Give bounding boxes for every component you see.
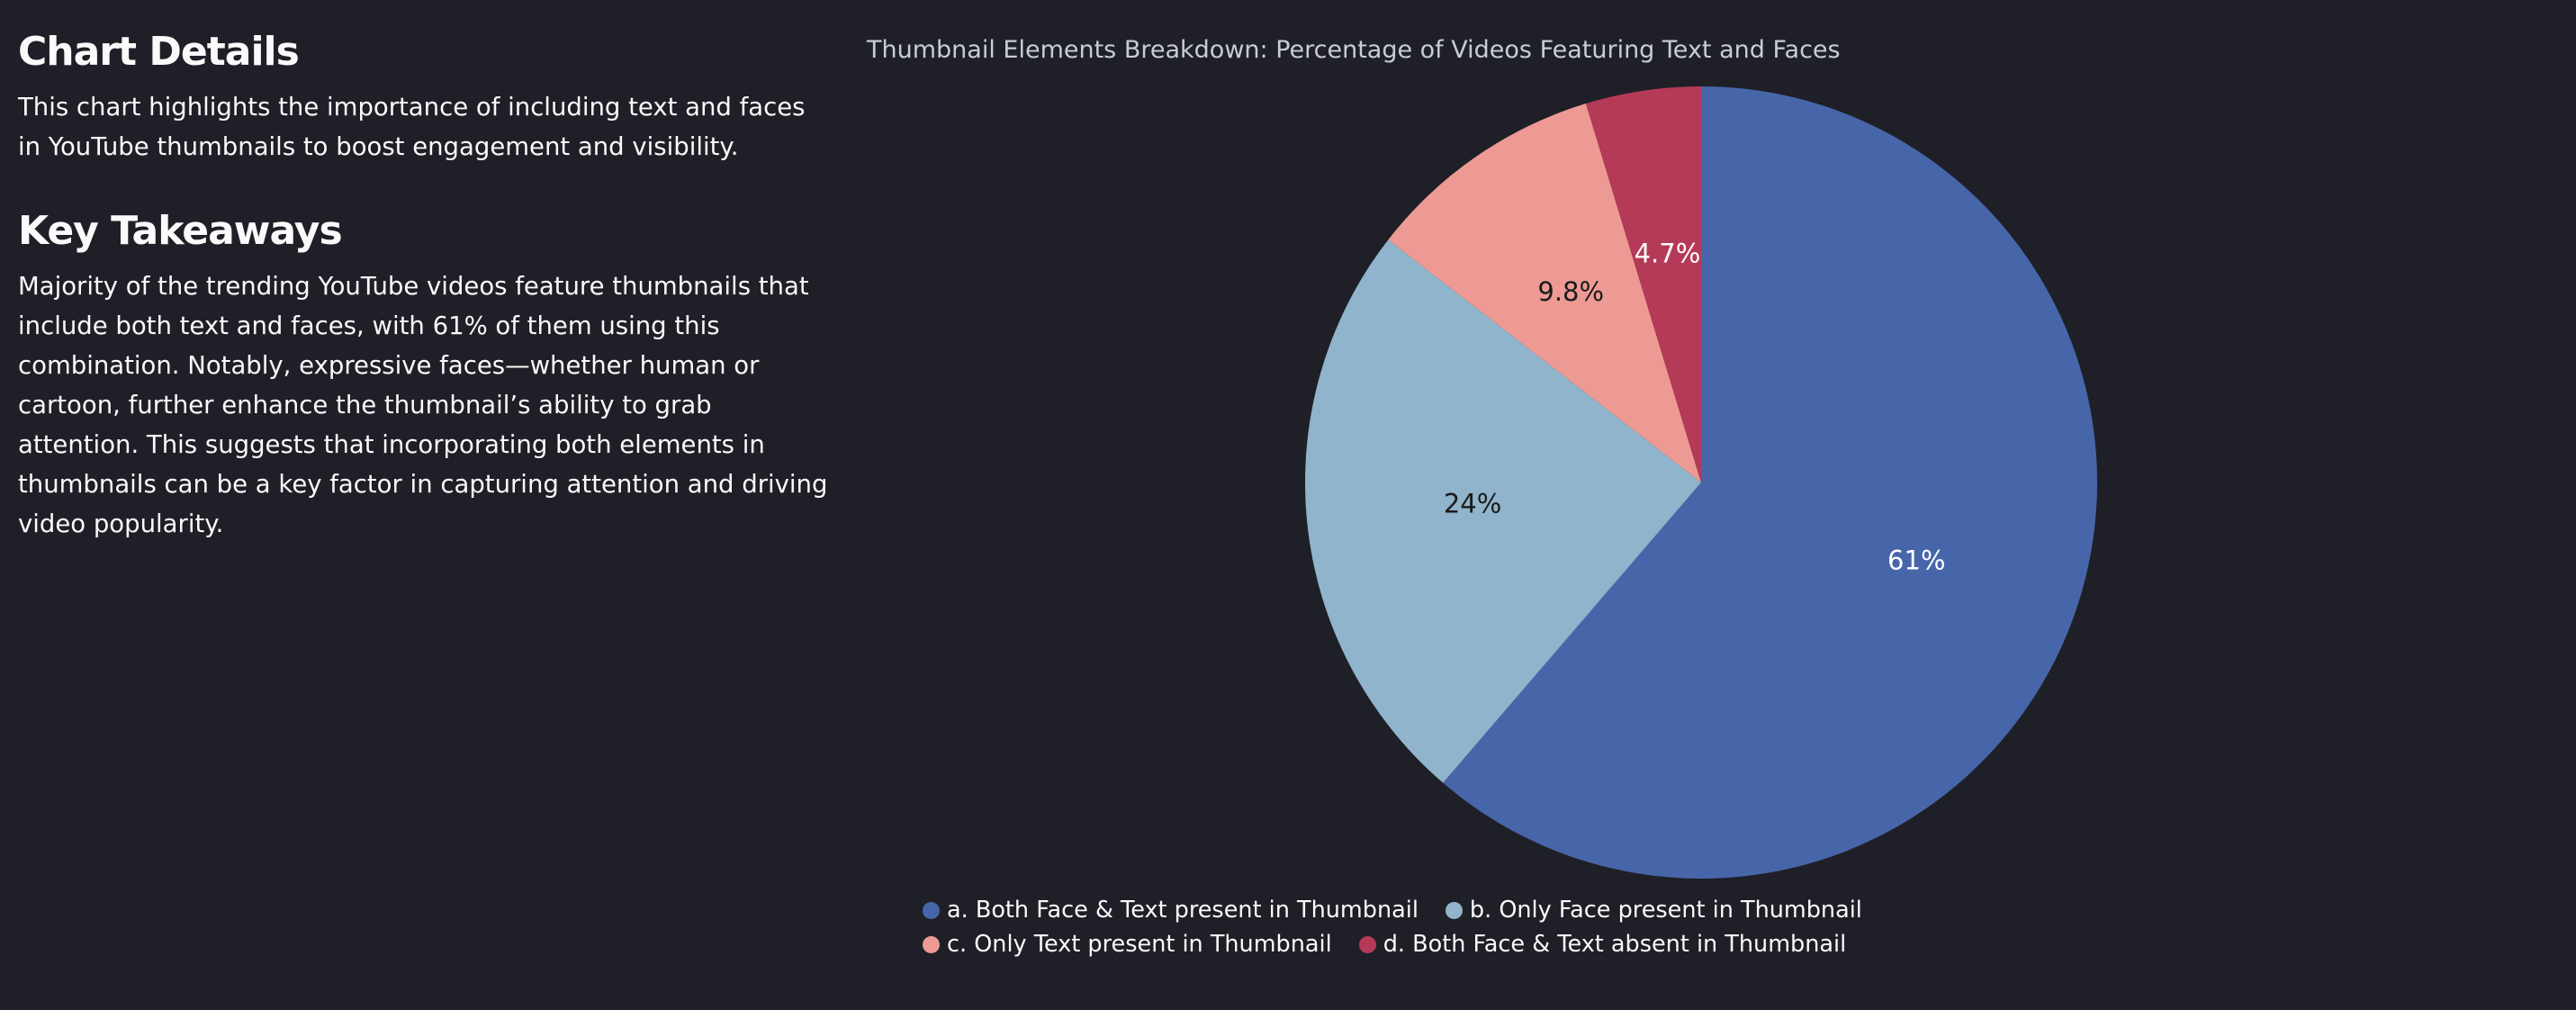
pie-slice[interactable] xyxy=(1388,104,1701,483)
legend-swatch xyxy=(1445,901,1463,919)
chart-area: Thumbnail Elements Breakdown: Percentage… xyxy=(846,0,2576,1010)
legend-swatch xyxy=(923,935,940,953)
chart-details-text: This chart highlights the importance of … xyxy=(18,93,806,161)
legend-label: d. Both Face & Text absent in Thumbnail xyxy=(1383,931,1847,958)
legend-swatch xyxy=(923,901,940,919)
pie-slice[interactable] xyxy=(1304,239,1701,783)
slice-label: 24% xyxy=(1444,489,1501,519)
pie-chart: 61% 24% 9.8% 4.7% xyxy=(1304,86,2097,879)
slice-label: 4.7% xyxy=(1635,239,1701,269)
pie-slice[interactable] xyxy=(1585,86,1701,482)
text-panel: Chart Details This chart highlights the … xyxy=(18,27,828,544)
slice-label: 9.8% xyxy=(1537,276,1604,307)
slice-label: 61% xyxy=(1887,546,1945,576)
legend-label: b. Only Face present in Thumbnail xyxy=(1469,897,1862,924)
legend-label: c. Only Text present in Thumbnail xyxy=(947,931,1332,958)
legend-item[interactable]: c. Only Text present in Thumbnail xyxy=(923,931,1332,958)
key-takeaways-heading: Key Takeaways xyxy=(18,208,343,254)
key-takeaways-text: Majority of the trending YouTube videos … xyxy=(18,272,828,538)
legend-item[interactable]: a. Both Face & Text present in Thumbnail xyxy=(923,897,1419,924)
legend-item[interactable]: b. Only Face present in Thumbnail xyxy=(1445,897,1862,924)
legend-swatch xyxy=(1358,935,1376,953)
pie-slice[interactable] xyxy=(1443,86,2097,879)
chart-title: Thumbnail Elements Breakdown: Percentage… xyxy=(867,36,1841,64)
legend-label: a. Both Face & Text present in Thumbnail xyxy=(947,897,1419,924)
chart-legend: a. Both Face & Text present in Thumbnail… xyxy=(923,897,2273,958)
legend-item[interactable]: d. Both Face & Text absent in Thumbnail xyxy=(1358,931,1847,958)
chart-details-heading: Chart Details xyxy=(18,29,300,75)
